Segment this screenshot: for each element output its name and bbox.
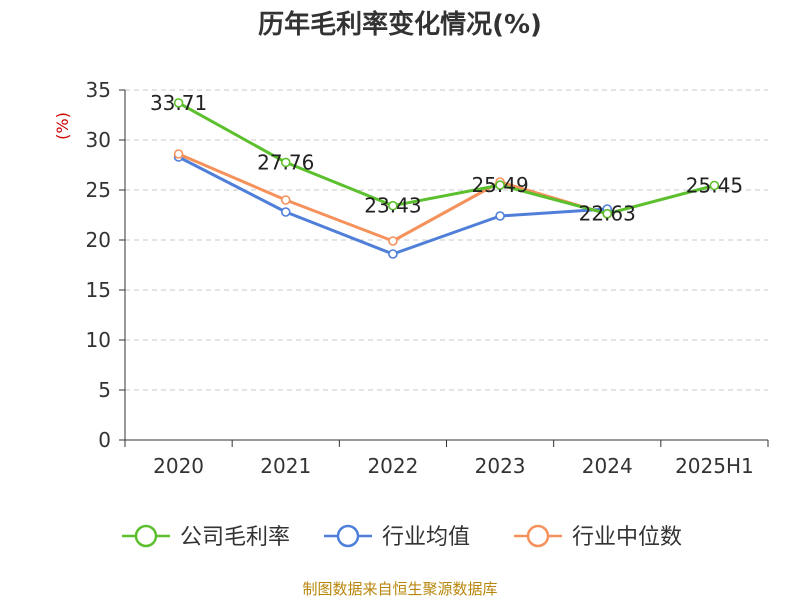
data-point[interactable]: [388, 236, 398, 246]
source-note: 制图数据来自恒生聚源数据库: [302, 580, 497, 598]
legend-marker-icon: [526, 524, 550, 548]
data-label: 25.45: [686, 174, 743, 198]
x-tick-label: 2023: [475, 454, 526, 478]
data-point[interactable]: [173, 98, 184, 108]
series-line: [177, 101, 715, 216]
x-tick-label: 2022: [367, 454, 418, 478]
data-label: 27.76: [257, 150, 314, 174]
data-label: 23.43: [364, 194, 421, 218]
y-tick-label: 15: [86, 278, 111, 302]
legend-item[interactable]: 公司毛利率: [122, 524, 290, 550]
legend-item[interactable]: 行业中位数: [514, 524, 682, 550]
legend-marker-icon: [336, 524, 360, 548]
data-label: 25.49: [471, 173, 528, 197]
y-tick-label: 30: [86, 128, 111, 152]
y-tick-label: 5: [98, 378, 111, 402]
data-point[interactable]: [388, 200, 398, 211]
legend-marker-icon: [134, 524, 158, 548]
data-point[interactable]: [280, 157, 291, 168]
y-tick-label: 25: [86, 178, 111, 202]
legend-item[interactable]: 行业均值: [324, 524, 470, 550]
series-group: 33.71 27.76 23.43 25.49 22.63 25.45: [150, 91, 743, 259]
y-tick-label: 0: [98, 428, 111, 452]
x-tick-label: 2020: [153, 454, 204, 478]
y-tick-label: 20: [86, 228, 111, 252]
data-point[interactable]: [495, 180, 505, 190]
axes: 0 5 10 15 20 25 30 35 2020 2021 2022 2023 2024 2025H1: [86, 78, 769, 478]
x-tick-label: 2024: [582, 454, 633, 478]
data-label: 33.71: [150, 91, 207, 115]
y-tick-label: 35: [86, 78, 111, 102]
x-tick-label: 2021: [260, 454, 311, 478]
grid-lines: [125, 89, 768, 391]
data-point[interactable]: [495, 211, 505, 221]
legend-label: 行业均值: [382, 525, 470, 550]
legend[interactable]: 公司毛利率 行业均值 行业中位数: [122, 524, 682, 550]
data-point[interactable]: [280, 207, 291, 217]
data-label: 22.63: [579, 202, 636, 226]
y-axis-label: (%): [53, 112, 72, 140]
legend-label: 行业中位数: [572, 525, 682, 550]
data-point[interactable]: [280, 195, 291, 205]
y-tick-label: 10: [86, 328, 111, 352]
data-point[interactable]: [602, 208, 613, 219]
legend-label: 公司毛利率: [180, 525, 290, 550]
data-point[interactable]: [388, 249, 398, 259]
data-point[interactable]: [709, 180, 720, 191]
x-tick-label: 2025H1: [675, 454, 754, 478]
data-point[interactable]: [173, 149, 184, 159]
chart-title: 历年毛利率变化情况(%): [258, 9, 542, 40]
